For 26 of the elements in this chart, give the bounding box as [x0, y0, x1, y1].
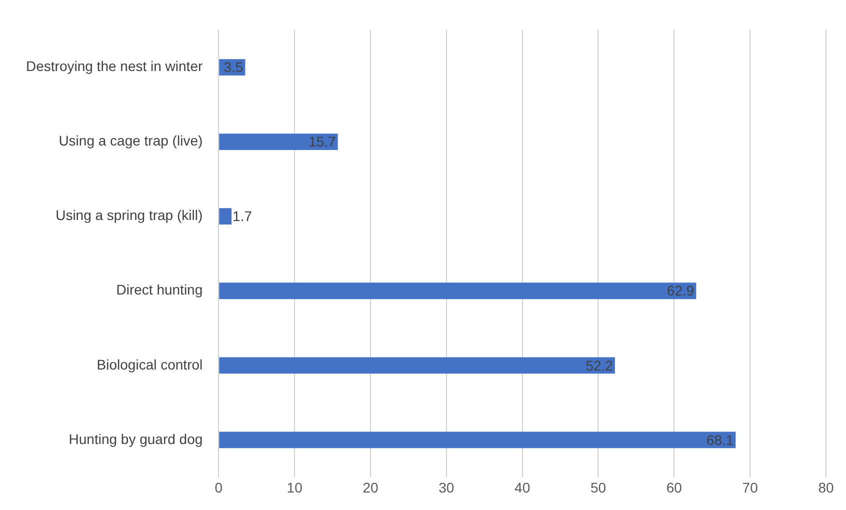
y-tick-label: Destroying the nest in winter [26, 58, 203, 74]
x-tick-label: 50 [590, 479, 606, 496]
data-label: 3.5 [224, 59, 244, 76]
bar [219, 282, 696, 300]
x-tick-label: 40 [514, 479, 530, 496]
x-tick-label: 80 [818, 479, 834, 496]
bar [219, 357, 615, 374]
data-label: 62.9 [666, 282, 694, 299]
y-tick-label: Hunting by guard dog [68, 430, 203, 447]
data-label: 68.1 [706, 432, 734, 448]
x-tick-label: 10 [286, 479, 303, 496]
x-tick-label: 60 [666, 479, 682, 496]
data-label: 15.7 [308, 134, 336, 150]
y-tick-label: Direct hunting [116, 282, 203, 298]
y-tick-label: Using a spring trap (kill) [56, 207, 203, 224]
data-label: 52.2 [586, 357, 614, 374]
x-tick-label: 0 [214, 479, 223, 496]
bar [219, 432, 736, 448]
y-tick-label: Biological control [96, 356, 203, 372]
y-tick-label: Using a cage trap (live) [58, 132, 203, 149]
bar [219, 134, 338, 150]
x-tick-label: 20 [362, 479, 378, 496]
data-label: 1.7 [232, 208, 252, 224]
bar [219, 208, 232, 225]
x-tick-label: 70 [742, 479, 758, 496]
x-tick-label: 30 [438, 479, 454, 496]
